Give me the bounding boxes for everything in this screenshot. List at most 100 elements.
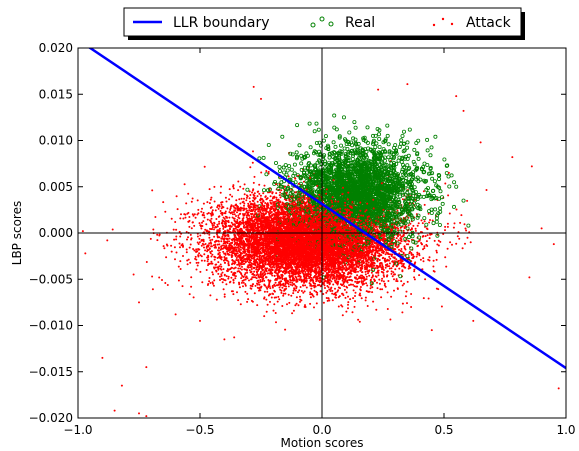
attack-point: [221, 281, 224, 284]
attack-point: [445, 265, 448, 268]
attack-point: [378, 278, 381, 281]
attack-point: [188, 216, 191, 218]
attack-point: [376, 251, 379, 254]
attack-point: [455, 208, 458, 211]
attack-point: [275, 196, 278, 199]
attack-point: [227, 219, 230, 222]
attack-point: [243, 204, 245, 207]
attack-point: [280, 280, 283, 283]
attack-point: [269, 210, 271, 213]
attack-point: [244, 272, 247, 275]
attack-point: [156, 233, 159, 236]
attack-point: [242, 219, 244, 222]
attack-point: [318, 268, 321, 271]
attack-point: [178, 242, 181, 245]
attack-point: [353, 305, 356, 308]
attack-point: [315, 302, 318, 305]
attack-point: [242, 279, 245, 282]
attack-point: [344, 296, 347, 299]
attack-point: [236, 219, 239, 221]
attack-point: [254, 276, 257, 279]
attack-point: [193, 224, 196, 227]
attack-point: [371, 286, 374, 289]
attack-point: [297, 304, 300, 307]
attack-point: [174, 221, 177, 223]
attack-point: [426, 228, 429, 231]
attack-point: [276, 300, 279, 303]
attack-point: [132, 273, 135, 276]
attack-point: [217, 267, 220, 270]
attack-point: [210, 217, 213, 220]
attack-point: [288, 301, 291, 304]
attack-point: [222, 227, 225, 230]
attack-point: [222, 216, 225, 219]
attack-point: [198, 222, 201, 225]
attack-point: [204, 228, 207, 231]
attack-point: [278, 286, 281, 289]
attack-point: [189, 261, 192, 264]
attack-point: [222, 250, 225, 253]
attack-point: [243, 193, 246, 196]
attack-point: [111, 228, 114, 231]
attack-point: [194, 255, 197, 258]
attack-point: [248, 197, 251, 200]
attack-point: [232, 293, 235, 296]
attack-point: [370, 262, 373, 265]
attack-point: [287, 293, 290, 296]
attack-point: [177, 279, 180, 282]
attack-point: [208, 277, 211, 279]
attack-point: [416, 251, 419, 254]
attack-point: [193, 213, 196, 216]
attack-point: [329, 290, 332, 292]
attack-point: [310, 287, 313, 290]
attack-point: [186, 238, 188, 241]
attack-point: [269, 195, 272, 198]
attack-point: [179, 217, 182, 220]
attack-point: [390, 270, 393, 273]
attack-point: [401, 284, 404, 287]
attack-point: [244, 278, 247, 281]
attack-point: [427, 212, 430, 215]
attack-point: [351, 311, 354, 314]
attack-point: [444, 256, 447, 259]
attack-point: [190, 285, 193, 288]
attack-point: [455, 242, 458, 245]
attack-point: [400, 280, 403, 283]
attack-point: [422, 297, 425, 300]
attack-point: [209, 198, 212, 201]
attack-point: [196, 250, 199, 253]
attack-point: [433, 270, 436, 273]
attack-point: [145, 261, 148, 263]
attack-point: [358, 320, 361, 323]
attack-point: [393, 257, 396, 260]
attack-point: [384, 285, 387, 288]
attack-point: [207, 258, 210, 261]
attack-point: [420, 243, 423, 246]
attack-point: [270, 296, 273, 299]
attack-point: [244, 276, 247, 279]
attack-point: [190, 276, 193, 279]
attack-point: [232, 228, 235, 231]
attack-point: [179, 268, 182, 270]
attack-point: [164, 210, 167, 213]
attack-point: [389, 257, 392, 260]
attack-point: [374, 267, 377, 270]
attack-point: [224, 279, 227, 282]
attack-point: [231, 239, 234, 242]
attack-point: [485, 189, 488, 191]
attack-point: [354, 291, 357, 294]
attack-point: [256, 282, 258, 285]
attack-point: [412, 224, 415, 227]
attack-point: [206, 218, 209, 221]
attack-point: [218, 205, 221, 208]
attack-point: [418, 252, 421, 255]
attack-point: [210, 255, 213, 258]
attack-point: [206, 284, 209, 286]
attack-point: [206, 201, 209, 204]
attack-point: [386, 308, 389, 310]
attack-point: [202, 202, 205, 205]
attack-point: [228, 240, 231, 243]
attack-point: [456, 235, 459, 238]
attack-point: [304, 304, 306, 307]
attack-point: [212, 273, 214, 276]
